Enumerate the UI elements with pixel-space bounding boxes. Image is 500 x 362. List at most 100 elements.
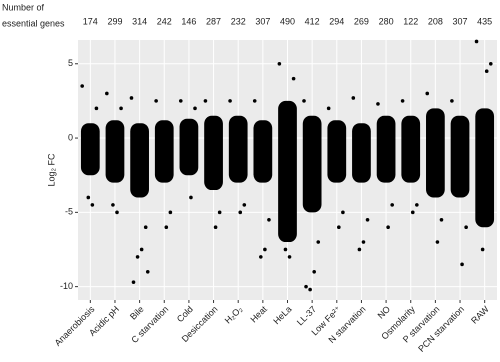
point — [277, 61, 282, 66]
gene-count: 280 — [379, 16, 394, 26]
point — [361, 240, 366, 244]
point — [238, 210, 243, 215]
gene-count: 232 — [231, 16, 246, 26]
point — [119, 106, 123, 111]
point — [390, 203, 394, 207]
point — [474, 39, 479, 44]
point — [302, 99, 306, 103]
x-tick-label: NO — [376, 304, 393, 321]
point — [143, 225, 148, 229]
y-tick-label: -10 — [60, 281, 73, 291]
point — [154, 99, 158, 103]
point — [337, 225, 341, 229]
y-axis-label: Log₂ FC — [46, 153, 56, 187]
point — [386, 225, 390, 229]
point — [131, 280, 136, 284]
point — [439, 217, 444, 222]
gene-count: 435 — [477, 16, 492, 26]
point — [488, 61, 493, 66]
point — [178, 99, 183, 103]
core-cloud — [204, 115, 223, 191]
core-cloud — [179, 118, 199, 176]
count-label: Number of — [2, 2, 45, 12]
point — [259, 255, 263, 259]
point — [351, 96, 356, 100]
point — [464, 225, 468, 229]
point — [415, 203, 419, 207]
point — [484, 69, 489, 73]
core-cloud — [352, 123, 371, 183]
point — [267, 217, 271, 222]
core-cloud — [130, 123, 149, 198]
point — [400, 99, 405, 103]
gene-count: 412 — [305, 16, 320, 26]
gene-count: 307 — [453, 16, 468, 26]
point — [145, 269, 150, 274]
point — [139, 247, 144, 252]
core-cloud — [450, 115, 470, 198]
point — [450, 99, 454, 103]
x-tick-label: Bile — [128, 304, 146, 322]
x-tick-label: Cold — [175, 304, 195, 324]
x-tick-label: Heat — [248, 304, 269, 325]
x-tick-label: Anaerobiosis — [53, 304, 97, 348]
point — [217, 210, 222, 215]
gene-count: 307 — [255, 16, 270, 26]
point — [263, 247, 267, 252]
core-cloud — [253, 120, 273, 183]
point — [252, 99, 257, 103]
gene-count: 299 — [107, 16, 122, 26]
point — [193, 106, 197, 111]
point — [308, 287, 312, 292]
gene-count: 490 — [280, 16, 295, 26]
gene-count: 314 — [132, 16, 147, 26]
point — [316, 240, 321, 244]
point — [213, 225, 218, 229]
point — [312, 269, 316, 274]
core-cloud — [228, 115, 248, 183]
point — [410, 210, 415, 215]
y-tick-label: -5 — [65, 207, 73, 217]
point — [283, 247, 288, 252]
core-cloud — [278, 100, 297, 243]
core-cloud — [376, 115, 396, 183]
point — [376, 102, 380, 106]
gene-count: 174 — [83, 16, 98, 26]
point — [341, 210, 345, 215]
point — [480, 247, 485, 252]
y-tick-label: 5 — [68, 58, 73, 68]
core-cloud — [302, 115, 322, 213]
y-tick-label: 0 — [68, 132, 73, 142]
gene-count: 287 — [206, 16, 221, 26]
point — [326, 106, 331, 111]
point — [357, 247, 362, 252]
point — [168, 210, 173, 215]
core-cloud — [475, 108, 495, 228]
point — [86, 195, 91, 200]
point — [365, 217, 370, 222]
point — [189, 195, 193, 200]
point — [90, 203, 95, 207]
point — [287, 255, 292, 259]
point — [460, 262, 464, 267]
core-cloud — [327, 120, 347, 183]
point — [111, 203, 115, 207]
x-tick-label: RAW — [469, 304, 491, 326]
point — [94, 106, 99, 111]
gene-count: 146 — [181, 16, 196, 26]
point — [291, 76, 296, 81]
core-cloud — [154, 120, 174, 183]
gene-count: 122 — [403, 16, 418, 26]
count-label: essential genes — [2, 18, 65, 28]
core-cloud — [105, 120, 125, 183]
core-cloud — [426, 108, 445, 198]
point — [129, 96, 134, 100]
point — [105, 91, 109, 96]
point — [425, 91, 430, 96]
point — [164, 225, 169, 229]
x-tick-label: PCN starvation — [416, 304, 466, 354]
point — [304, 284, 308, 289]
gene-count: 269 — [354, 16, 369, 26]
point — [80, 84, 84, 88]
